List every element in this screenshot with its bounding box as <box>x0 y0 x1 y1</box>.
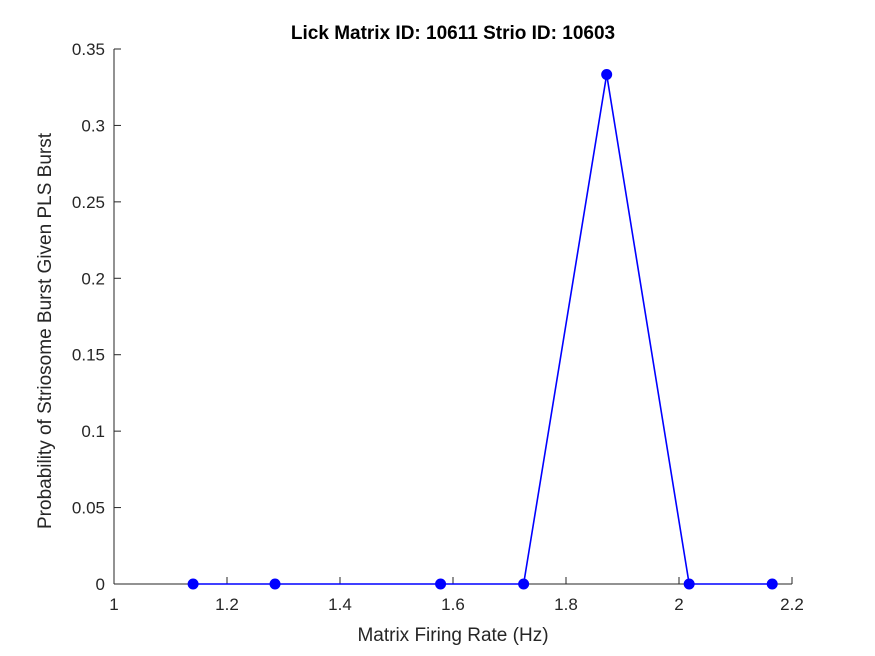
y-tick-label: 0.25 <box>72 193 105 212</box>
x-tick-label: 1.8 <box>554 595 578 614</box>
x-tick-label: 1.2 <box>215 595 239 614</box>
plot-area <box>114 49 792 584</box>
x-axis-label: Matrix Firing Rate (Hz) <box>357 625 548 646</box>
series-layer <box>187 69 778 590</box>
y-tick-label: 0.1 <box>81 422 105 441</box>
y-axis-ticks: 0 0.05 0.1 0.15 0.2 0.25 0.3 0.35 <box>72 40 121 594</box>
x-tick-label: 1 <box>109 595 118 614</box>
axes <box>113 49 792 585</box>
data-point <box>187 578 199 590</box>
data-point <box>601 69 613 81</box>
chart-title: Lick Matrix ID: 10611 Strio ID: 10603 <box>291 23 615 44</box>
y-tick-label: 0.05 <box>72 499 105 518</box>
data-point <box>518 578 530 590</box>
y-tick-label: 0 <box>96 575 105 594</box>
data-point <box>683 578 695 590</box>
x-tick-label: 2.2 <box>780 595 804 614</box>
x-tick-label: 2 <box>674 595 683 614</box>
y-tick-label: 0.15 <box>72 346 105 365</box>
x-tick-label: 1.4 <box>328 595 352 614</box>
y-tick-label: 0.2 <box>81 269 105 288</box>
data-point <box>269 578 281 590</box>
y-tick-label: 0.35 <box>72 40 105 59</box>
data-point <box>766 578 778 590</box>
y-tick-label: 0.3 <box>81 116 105 135</box>
x-axis-ticks: 1 1.2 1.4 1.6 1.8 2 2.2 <box>109 577 804 614</box>
y-axis-label: Probability of Striosome Burst Given PLS… <box>35 132 56 529</box>
x-tick-label: 1.6 <box>441 595 465 614</box>
data-point <box>435 578 447 590</box>
